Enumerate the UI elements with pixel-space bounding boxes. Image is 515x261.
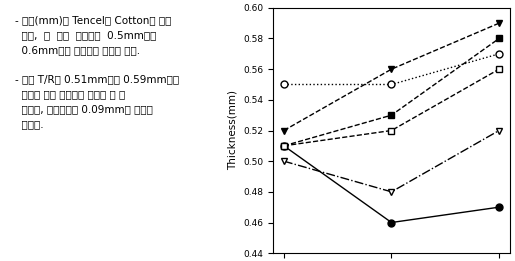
Y-axis label: Thickness(mm): Thickness(mm) xyxy=(228,91,238,170)
Text: - 두께(mm)는 Tencel과 Cotton은 감소
  하며,  그  외의  방적사는  0.5mm에서
  0.6mm까지 증가하는 경향을 보임.
: - 두께(mm)는 Tencel과 Cotton은 감소 하며, 그 외의 방적… xyxy=(15,15,180,129)
